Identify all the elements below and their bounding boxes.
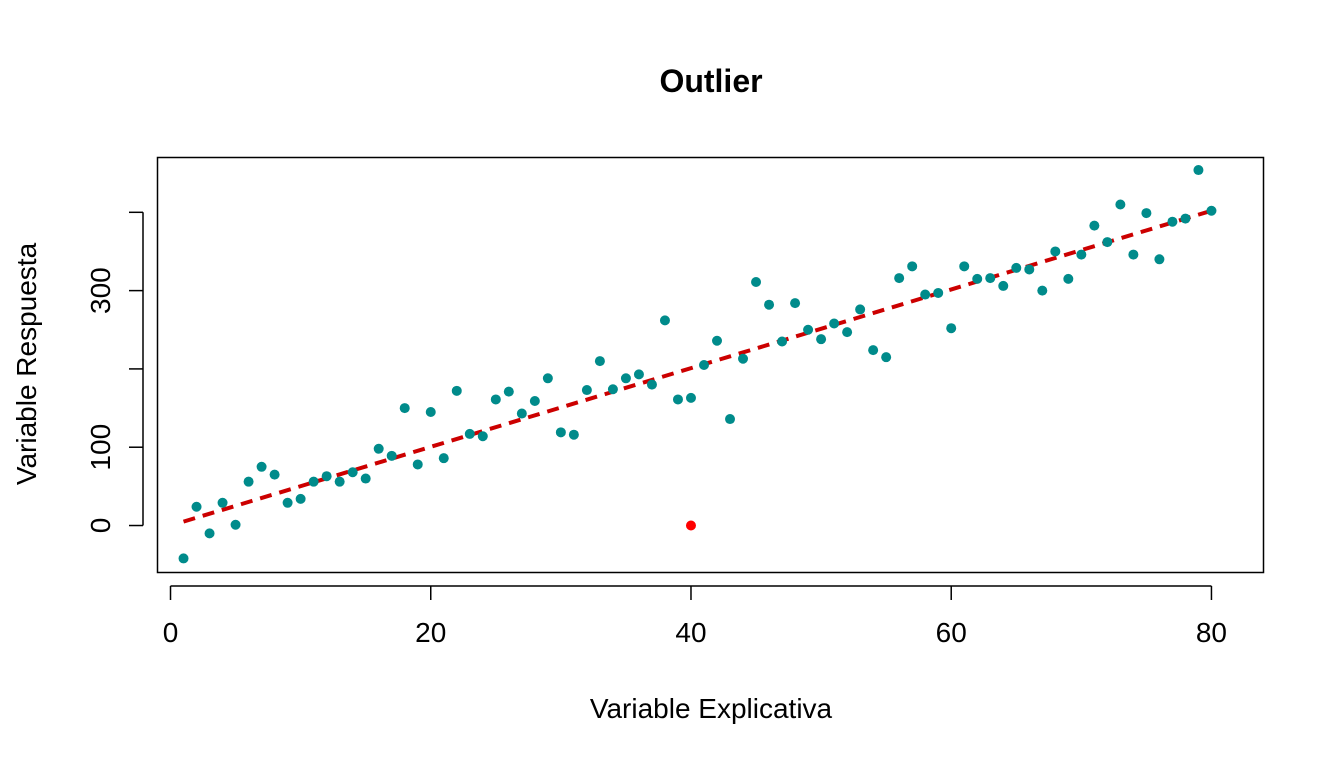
data-point [1154, 254, 1165, 265]
data-point [946, 323, 957, 334]
data-point [581, 385, 592, 396]
data-point [738, 353, 749, 364]
data-point [1180, 213, 1191, 224]
data-point [894, 273, 905, 284]
data-point [933, 287, 944, 298]
data-point [477, 431, 488, 442]
data-point [1063, 273, 1074, 284]
data-point [295, 493, 306, 504]
data-point [516, 408, 527, 419]
y-tick-label: 0 [85, 518, 116, 534]
x-tick-label: 40 [675, 617, 706, 648]
data-point [438, 453, 449, 464]
data-point [464, 428, 475, 439]
data-point [998, 280, 1009, 291]
x-tick-label: 80 [1196, 617, 1227, 648]
outlier-point [685, 520, 696, 531]
points-layer [178, 165, 1217, 564]
data-point [334, 476, 345, 487]
data-point [1011, 262, 1022, 273]
data-point [1206, 205, 1217, 216]
data-point [972, 273, 983, 284]
data-point [842, 327, 853, 338]
data-point [672, 394, 683, 405]
data-point [360, 473, 371, 484]
data-point [855, 304, 866, 315]
data-point [685, 392, 696, 403]
data-point [868, 345, 879, 356]
data-point [985, 273, 996, 284]
data-point [816, 334, 827, 345]
data-point [764, 299, 775, 310]
y-tick-label: 300 [85, 267, 116, 314]
data-point [451, 385, 462, 396]
data-point [204, 528, 215, 539]
data-point [881, 352, 892, 363]
data-point [751, 277, 762, 287]
data-point [412, 459, 423, 470]
data-point [1115, 199, 1126, 210]
data-point [907, 261, 918, 272]
chart-title: Outlier [659, 63, 762, 99]
trend-line [182, 208, 1213, 524]
data-point [555, 427, 566, 438]
data-point [1102, 237, 1113, 248]
data-point [1167, 216, 1178, 227]
data-point [308, 476, 319, 487]
data-point [217, 497, 228, 508]
data-point [490, 394, 501, 405]
data-point [594, 356, 605, 367]
data-point [659, 315, 670, 326]
data-point [529, 396, 540, 407]
data-point [568, 429, 579, 440]
y-tick-label: 100 [85, 424, 116, 471]
data-point [425, 406, 436, 417]
data-point [178, 553, 189, 564]
data-point [1193, 165, 1204, 176]
plot-area [156, 156, 1265, 574]
data-point [386, 450, 397, 461]
data-point [243, 476, 254, 487]
data-point [1050, 246, 1061, 257]
data-point [1089, 220, 1100, 231]
data-point [282, 497, 293, 508]
data-point [503, 386, 514, 397]
data-point [777, 336, 788, 347]
data-point [1037, 285, 1048, 296]
data-point [1076, 249, 1087, 260]
data-point [633, 369, 644, 380]
data-point [256, 461, 267, 472]
data-point [1024, 264, 1035, 275]
x-tick-label: 60 [936, 617, 967, 648]
x-axis-label: Variable Explicativa [590, 693, 833, 724]
data-point [191, 501, 202, 512]
data-point [542, 373, 553, 384]
y-axis-label: Variable Respuesta [11, 242, 42, 485]
data-point [620, 373, 631, 384]
data-point [829, 318, 840, 329]
data-point [712, 335, 723, 346]
data-point [373, 443, 384, 454]
data-point [920, 289, 931, 300]
data-point [725, 414, 736, 425]
x-tick-label: 20 [415, 617, 446, 648]
data-point [607, 384, 618, 395]
data-point [1128, 249, 1139, 260]
data-point [790, 298, 801, 309]
data-point [269, 469, 280, 480]
data-point [399, 403, 410, 414]
data-point [230, 519, 241, 530]
data-point [321, 471, 332, 482]
data-point [698, 360, 709, 370]
data-point [803, 324, 814, 335]
x-axis: 0 20 40 60 80 [163, 585, 1227, 648]
data-point [347, 467, 358, 478]
data-point [1141, 208, 1152, 219]
y-axis: 0 100 300 [85, 211, 144, 534]
x-tick-label: 0 [163, 617, 179, 648]
data-point [646, 379, 657, 390]
trend-line-layer [182, 208, 1213, 524]
data-point [959, 261, 970, 272]
